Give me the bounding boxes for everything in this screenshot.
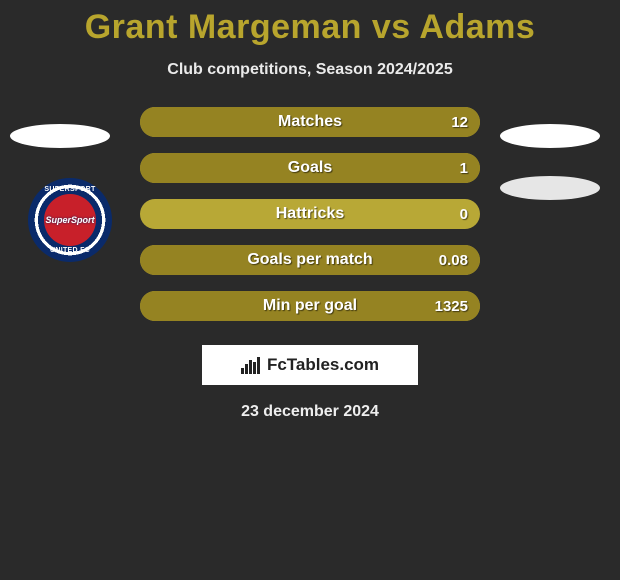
- footer-date: 23 december 2024: [0, 403, 620, 421]
- player2-placeholder-pill-2: [500, 176, 600, 200]
- club-badge-outer: SUPERSPORT SuperSport UNITED FC: [28, 178, 112, 262]
- stat-label: Goals per match: [247, 251, 372, 269]
- stat-row: Goals per match 0.08: [140, 245, 480, 275]
- brand-label: FcTables.com: [267, 355, 379, 375]
- page-title: Grant Margeman vs Adams: [0, 0, 620, 47]
- stat-label: Matches: [278, 113, 342, 131]
- stat-row: Hattricks 0: [140, 199, 480, 229]
- player1-placeholder-pill: [10, 124, 110, 148]
- club-badge-text-top: SUPERSPORT: [31, 186, 109, 193]
- brand-footer[interactable]: FcTables.com: [202, 345, 418, 385]
- player1-name: Grant Margeman: [85, 8, 362, 46]
- stat-row: Goals 1: [140, 153, 480, 183]
- stat-value: 0.08: [439, 252, 468, 269]
- club-badge: SUPERSPORT SuperSport UNITED FC: [28, 178, 112, 262]
- player2-name: Adams: [419, 8, 535, 46]
- stat-row: Min per goal 1325: [140, 291, 480, 321]
- stat-label: Hattricks: [276, 205, 344, 223]
- stat-row: Matches 12: [140, 107, 480, 137]
- vs-label: vs: [372, 8, 411, 46]
- player2-placeholder-pill-1: [500, 124, 600, 148]
- stat-value: 1325: [435, 298, 468, 315]
- club-badge-center-text: SuperSport: [45, 215, 94, 225]
- stat-value: 12: [451, 114, 468, 131]
- club-badge-inner: SuperSport: [44, 194, 96, 246]
- page-subtitle: Club competitions, Season 2024/2025: [0, 61, 620, 79]
- stat-value: 1: [460, 160, 468, 177]
- stat-value: 0: [460, 206, 468, 223]
- stat-label: Goals: [288, 159, 332, 177]
- bar-chart-icon: [241, 356, 261, 374]
- club-badge-text-bottom: UNITED FC: [31, 247, 109, 254]
- stat-label: Min per goal: [263, 297, 357, 315]
